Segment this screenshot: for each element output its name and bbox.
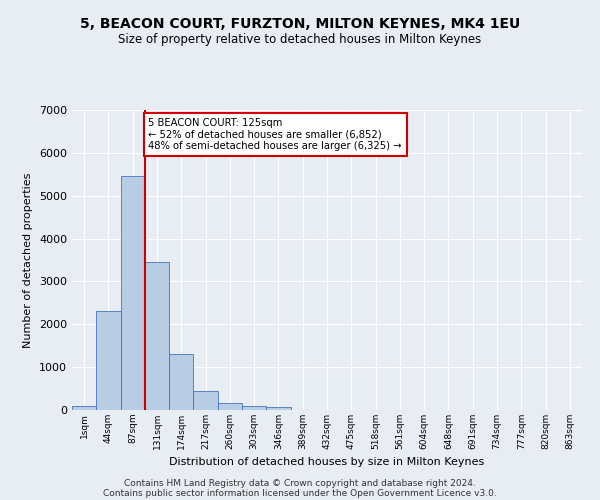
Text: Size of property relative to detached houses in Milton Keynes: Size of property relative to detached ho… [118, 32, 482, 46]
Text: 5, BEACON COURT, FURZTON, MILTON KEYNES, MK4 1EU: 5, BEACON COURT, FURZTON, MILTON KEYNES,… [80, 18, 520, 32]
Bar [121, 176, 145, 410]
Bar [169, 354, 193, 410]
Text: Contains public sector information licensed under the Open Government Licence v3: Contains public sector information licen… [103, 488, 497, 498]
Text: 5 BEACON COURT: 125sqm
← 52% of detached houses are smaller (6,852)
48% of semi-: 5 BEACON COURT: 125sqm ← 52% of detached… [149, 118, 402, 151]
Y-axis label: Number of detached properties: Number of detached properties [23, 172, 34, 348]
Bar [145, 262, 169, 410]
Bar [96, 312, 121, 410]
Bar [242, 406, 266, 410]
Bar [193, 390, 218, 410]
Bar [72, 406, 96, 410]
Bar [266, 406, 290, 410]
X-axis label: Distribution of detached houses by size in Milton Keynes: Distribution of detached houses by size … [169, 458, 485, 468]
Text: Contains HM Land Registry data © Crown copyright and database right 2024.: Contains HM Land Registry data © Crown c… [124, 478, 476, 488]
Bar [218, 402, 242, 410]
